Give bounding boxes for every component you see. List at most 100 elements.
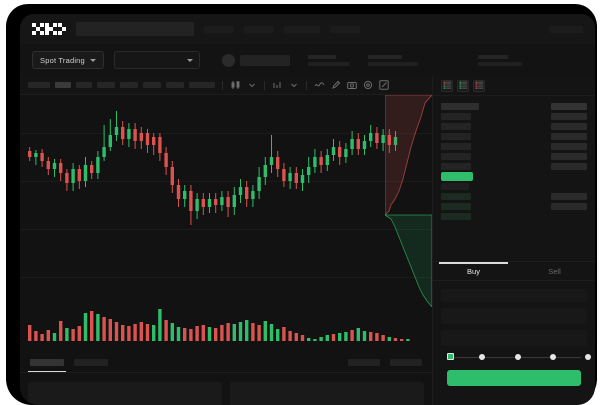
orderbook-row[interactable] (441, 191, 587, 201)
orderbook-price-cell (441, 212, 471, 220)
chevron-down-icon[interactable] (246, 80, 257, 91)
orderbook-size-cell (551, 162, 587, 170)
orderbook-size-cell (551, 152, 587, 160)
pencil-draw-icon[interactable] (330, 80, 341, 91)
timeframe-6[interactable] (143, 82, 161, 88)
order-form-field-1[interactable] (441, 289, 587, 302)
bottom-panel-card-2[interactable] (230, 382, 424, 405)
orderbook-rows[interactable] (433, 96, 595, 261)
nav-item-4[interactable] (330, 25, 360, 33)
orders-tab-bar (20, 353, 432, 373)
orderbook-row[interactable] (441, 171, 587, 181)
order-form-field-3[interactable] (441, 330, 587, 346)
toolbar-divider-2 (264, 80, 265, 90)
orderbook-size-cell (551, 102, 587, 110)
settings-gear-icon[interactable] (362, 80, 373, 91)
orderbook-price-cell (441, 132, 471, 140)
chevron-down-icon (89, 58, 96, 62)
orders-tab-2[interactable] (74, 359, 108, 366)
timeframe-4[interactable] (97, 82, 115, 88)
order-form-field-2[interactable] (441, 308, 587, 324)
slider-node-4[interactable] (585, 353, 591, 360)
chevron-down-icon[interactable] (288, 80, 299, 91)
device-frame: Spot Trading (6, 4, 597, 405)
orderbook-row[interactable] (441, 131, 587, 141)
timeframe-5[interactable] (120, 82, 138, 88)
app-screen: Spot Trading (20, 14, 595, 405)
orderbook-mode-group (433, 76, 595, 96)
orderbook-asks-icon[interactable] (473, 79, 485, 92)
order-form (433, 281, 595, 386)
orderbook-both-icon[interactable] (441, 79, 453, 92)
app-header (20, 14, 595, 44)
orders-action-1[interactable] (348, 359, 380, 366)
orders-tab-1[interactable] (28, 359, 66, 372)
tab-sell-label: Sell (548, 266, 561, 276)
slider-node-0[interactable] (447, 353, 454, 360)
pair-select[interactable] (113, 51, 200, 69)
orderbook-price-cell (441, 152, 471, 160)
indicators-icon[interactable] (272, 80, 283, 91)
tab-buy-label: Buy (467, 266, 480, 276)
orderbook-row[interactable] (441, 211, 587, 221)
tab-buy[interactable]: Buy (433, 262, 514, 280)
orderbook-price-cell (441, 142, 471, 150)
candlestick-series (20, 111, 432, 278)
timeframe-1[interactable] (28, 82, 50, 88)
slider-node-3[interactable] (550, 353, 556, 360)
okx-logo-icon[interactable] (32, 23, 66, 36)
orderbook-price-cell (441, 102, 479, 110)
trading-mode-select[interactable]: Spot Trading (32, 51, 104, 69)
orderbook-price-cell (441, 122, 471, 130)
timeframe-7[interactable] (166, 82, 184, 88)
timeframe-2[interactable] (55, 82, 71, 88)
header-search-placeholder[interactable] (76, 22, 194, 36)
orderbook-row[interactable] (441, 161, 587, 171)
orderbook-row[interactable] (441, 101, 587, 111)
price-chart[interactable] (20, 95, 432, 307)
timeframe-8[interactable] (189, 82, 215, 88)
orderbook-size-cell (551, 132, 587, 140)
depth-chart-overlay (385, 95, 432, 307)
orderbook-size-cell (551, 122, 587, 130)
orderbook-row[interactable] (441, 141, 587, 151)
line-style-icon[interactable] (314, 80, 325, 91)
orderbook-row[interactable] (441, 181, 587, 191)
orderbook-row[interactable] (441, 201, 587, 211)
orderbook-price-cell (441, 162, 471, 170)
nav-item-2[interactable] (244, 25, 274, 33)
orders-action-2[interactable] (390, 359, 422, 366)
volume-series (28, 309, 410, 341)
fullscreen-icon[interactable] (378, 80, 389, 91)
toolbar-divider (222, 80, 223, 90)
ticker-stat-3 (477, 54, 522, 66)
ticker-stat-1 (307, 54, 350, 66)
candlestick-type-icon[interactable] (230, 80, 241, 91)
orderbook-size-cell (551, 112, 587, 120)
camera-snapshot-icon[interactable] (346, 80, 357, 91)
pair-name-placeholder (239, 54, 290, 66)
orderbook-size-cell (551, 142, 587, 150)
tab-sell[interactable]: Sell (514, 262, 595, 280)
chart-toolbar (20, 76, 432, 95)
orderbook-row[interactable] (441, 111, 587, 121)
orderbook-bids-icon[interactable] (457, 79, 469, 92)
orderbook-row[interactable] (441, 121, 587, 131)
nav-item-3[interactable] (284, 25, 320, 33)
nav-item-5[interactable] (549, 25, 583, 33)
trading-mode-label: Spot Trading (40, 55, 85, 65)
orderbook-mark-price (441, 171, 473, 181)
slider-node-2[interactable] (515, 353, 521, 360)
timeframe-3[interactable] (76, 82, 92, 88)
nav-item-1[interactable] (204, 25, 234, 33)
amount-percent-slider[interactable] (445, 352, 591, 362)
bottom-panel-card-1[interactable] (28, 382, 222, 405)
place-order-button[interactable] (447, 370, 581, 386)
orders-tab-actions (348, 359, 422, 366)
orderbook-price-cell (441, 182, 469, 190)
slider-node-1[interactable] (479, 353, 485, 360)
bottom-panels (20, 378, 432, 405)
orderbook-row[interactable] (441, 151, 587, 161)
trade-side-tabs: Buy Sell (433, 261, 595, 281)
